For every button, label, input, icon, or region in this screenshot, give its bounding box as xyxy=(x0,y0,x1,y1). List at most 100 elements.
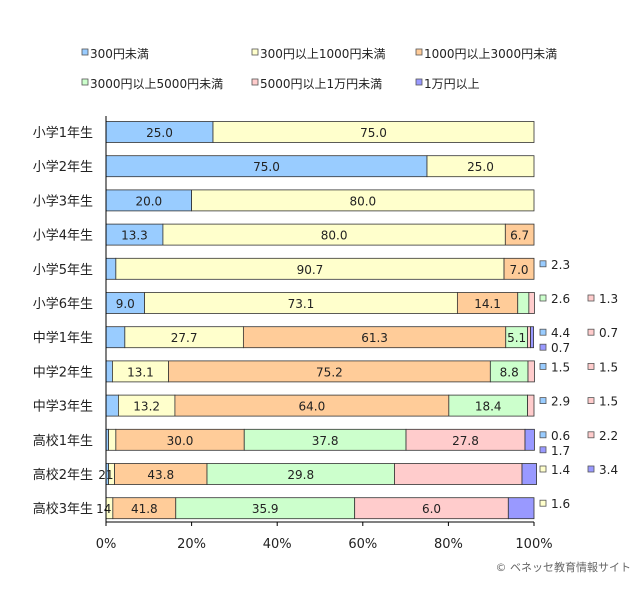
bar-segment xyxy=(504,223,535,246)
bar-value-label: 8.8 xyxy=(500,365,519,379)
side-value-label: 2.2 xyxy=(599,429,618,443)
x-tick-label: 100% xyxy=(515,537,552,552)
bar-value-label: 35.9 xyxy=(252,502,279,516)
y-category-label: 小学4年生 xyxy=(33,228,93,244)
side-label-swatch xyxy=(539,397,547,405)
bar-plot-area: 小学1年生 25.0 75.0 小学2年生 75.0 25.0 小学3年生 20.0 80.0 小… xyxy=(33,121,537,520)
side-value-label: 2.6 xyxy=(551,292,570,306)
y-category-label: 小学1年生 xyxy=(33,125,93,141)
x-tick-label: 80% xyxy=(434,537,463,552)
legend-swatch xyxy=(251,48,259,56)
y-category-label: 中学3年生 xyxy=(33,399,93,415)
bar-segment xyxy=(527,326,531,349)
bar-value-label: 25.0 xyxy=(146,126,173,140)
side-label-swatch xyxy=(587,294,595,302)
bar-segment xyxy=(528,292,535,314)
bar-segment xyxy=(517,292,530,314)
bar-value-label: 20.0 xyxy=(135,194,162,208)
bar-value-label: 75.2 xyxy=(316,365,343,379)
side-value-label: 2.3 xyxy=(551,258,570,272)
x-tick-label: 40% xyxy=(263,537,292,552)
side-value-label: 1.3 xyxy=(599,292,618,306)
y-category-label: 高校2年生 xyxy=(33,467,93,483)
side-value-label: 4.4 xyxy=(551,326,570,340)
bar-segment xyxy=(108,428,117,451)
y-category-label: 小学2年生 xyxy=(33,159,93,175)
side-label-swatch xyxy=(539,343,547,351)
bar-segment xyxy=(507,497,535,520)
bar-value-label: 27.8 xyxy=(452,434,479,448)
bar-value-label: 13.1 xyxy=(127,365,154,379)
bar-value-label: 64.0 xyxy=(299,400,326,414)
x-tick-label: 60% xyxy=(348,537,377,552)
side-label-swatch xyxy=(539,465,547,473)
bar-value-label: 37.8 xyxy=(312,434,339,448)
bar-value-label: 13.3 xyxy=(121,229,148,243)
legend-swatch xyxy=(81,78,89,86)
bar-segment xyxy=(105,360,113,383)
side-value-label: 1.5 xyxy=(599,360,618,374)
y-category-label: 高校1年生 xyxy=(33,433,93,449)
bar-value-label: 80.0 xyxy=(349,194,376,208)
bar-segment xyxy=(105,326,126,349)
bar-value-label: 18.4 xyxy=(475,400,502,414)
bar-value-label: 6.0 xyxy=(422,502,441,516)
side-label-swatch xyxy=(587,328,595,336)
bar-value-label: 13.2 xyxy=(133,400,160,414)
bar-value-label: 6.7 xyxy=(510,229,529,243)
legend: 300円未満 300円以上1000円未満 1000円以上3000円未満 3000円以上… xyxy=(81,47,557,91)
bar-value-label: 14.1 xyxy=(474,297,501,311)
side-value-label: 0.7 xyxy=(599,326,618,340)
side-label-swatch xyxy=(587,362,595,370)
bar-value-label: 41.8 xyxy=(131,502,158,516)
legend-swatch xyxy=(415,78,423,86)
y-category-label: 中学2年生 xyxy=(33,364,93,380)
bar-value-label: 73.1 xyxy=(288,297,315,311)
side-labels: 2.32.6 1.34.4 0.70.71.5 1.52.9 1.50.6 2.21.71… xyxy=(539,258,618,511)
legend-swatch xyxy=(251,78,259,86)
x-tick-label: 0% xyxy=(96,537,117,552)
legend-swatch xyxy=(81,48,89,56)
side-label-swatch xyxy=(539,446,547,454)
side-value-label: 0.6 xyxy=(551,429,570,443)
bar-value-label: 25.0 xyxy=(467,160,494,174)
side-label-swatch xyxy=(539,294,547,302)
bar-segment xyxy=(105,394,119,417)
bar-segment xyxy=(527,394,535,417)
side-value-label: 3.4 xyxy=(599,463,618,477)
bar-value-label: 90.7 xyxy=(297,263,324,277)
y-category-label: 高校3年生 xyxy=(33,501,93,517)
bar-value-label: 30.0 xyxy=(167,434,194,448)
bar-value-label: 5.1 xyxy=(507,331,526,345)
bar-value-label: 75.0 xyxy=(253,160,280,174)
bar-segment xyxy=(212,121,535,143)
source-credit: © ベネッセ教育情報サイト xyxy=(496,560,632,574)
legend-label: 300円以上1000円未満 xyxy=(260,47,385,61)
bar-value-label: 7.0 xyxy=(509,263,528,277)
bar-segment xyxy=(524,428,535,451)
bar-value-label: 43.8 xyxy=(147,468,174,482)
bar-value-label: 29.8 xyxy=(287,468,314,482)
legend-label: 300円未満 xyxy=(90,47,149,61)
side-label-swatch xyxy=(587,465,595,473)
bar-segment xyxy=(105,257,117,280)
x-tick-label: 20% xyxy=(177,537,206,552)
bar-value-label: 9.0 xyxy=(116,297,135,311)
legend-label: 1万円以上 xyxy=(424,77,480,91)
side-label-swatch xyxy=(539,431,547,439)
side-label-swatch xyxy=(539,362,547,370)
y-category-label: 小学3年生 xyxy=(33,193,93,209)
bar-segment xyxy=(191,189,535,212)
side-label-swatch xyxy=(587,397,595,405)
side-value-label: 1.6 xyxy=(551,497,570,511)
legend-label: 5000円以上1万円未満 xyxy=(260,77,382,91)
x-axis: 0% 20% 40% 60% 80% 100% xyxy=(96,116,553,552)
side-value-label: 2.9 xyxy=(551,395,570,409)
bar-segment xyxy=(503,257,535,280)
y-category-label: 小学5年生 xyxy=(33,262,93,278)
side-value-label: 0.7 xyxy=(551,341,570,355)
y-category-label: 中学1年生 xyxy=(33,330,93,346)
side-value-label: 1.5 xyxy=(599,395,618,409)
bar-segment xyxy=(530,326,534,349)
